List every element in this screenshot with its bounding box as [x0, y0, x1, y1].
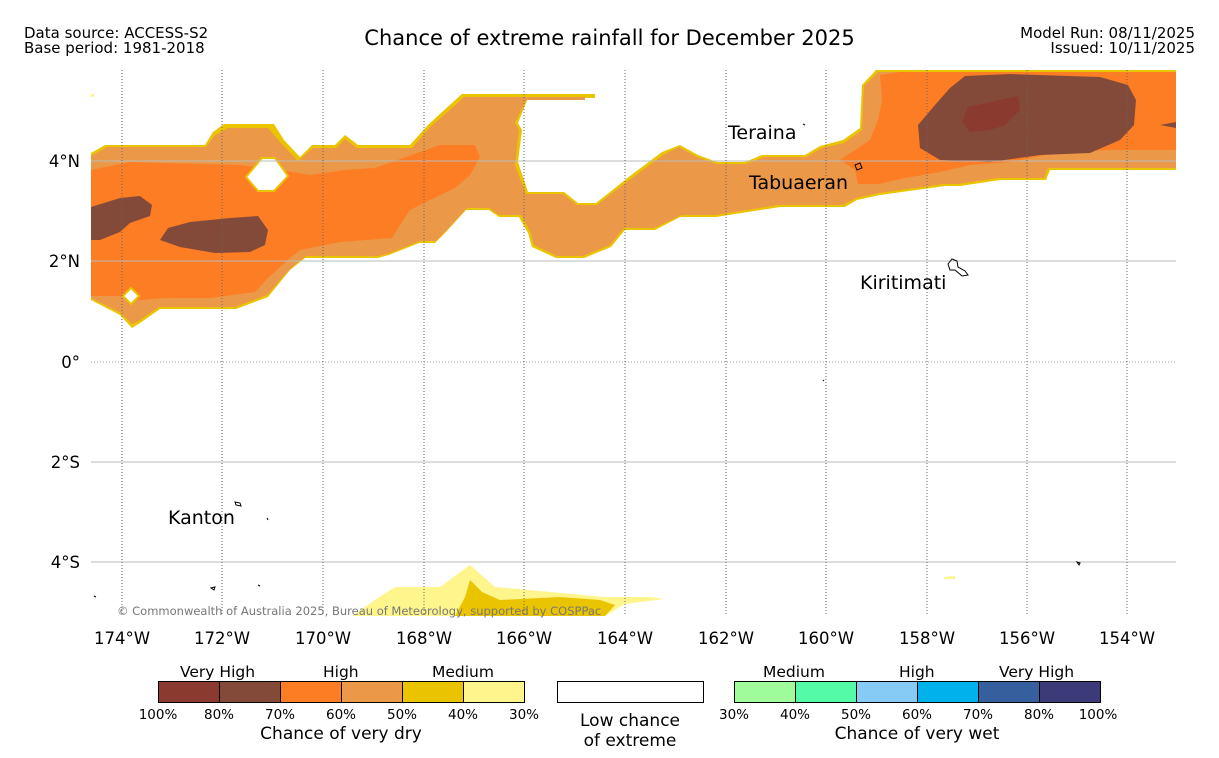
- data-source-label: Data source: ACCESS-S2: [24, 24, 209, 42]
- dry-swatch-50-60: [342, 682, 403, 702]
- chart-title: Chance of extreme rainfall for December …: [364, 26, 855, 50]
- island-outlines: [93, 123, 1081, 598]
- wet-tick-40: 40%: [779, 707, 811, 723]
- lat-label-4s: 4°S: [51, 553, 80, 572]
- dry-40-50-south: [455, 580, 615, 616]
- dry-80-100-region: [962, 96, 1020, 132]
- dry-swatch-80-100: [159, 682, 220, 702]
- low-chance-line2: of extreme: [583, 731, 677, 751]
- wet-tick-100: 100%: [1078, 707, 1118, 723]
- wet-tick-70: 70%: [962, 707, 994, 723]
- tabuaeran-island: [854, 162, 863, 171]
- longitude-gridlines: [121, 70, 1128, 616]
- wet-colorbar: [734, 681, 1101, 703]
- dry-tick-40: 40%: [447, 707, 479, 723]
- dry-tick-100: 100%: [138, 707, 178, 723]
- wet-tick-60: 60%: [901, 707, 933, 723]
- dry-tick-70: 70%: [264, 707, 296, 723]
- base-period-label: Base period: 1981-2018: [24, 39, 205, 57]
- dry-swatch-70-80: [220, 682, 281, 702]
- wet-group-high: High: [899, 663, 935, 681]
- wet-group-very-high: Very High: [999, 663, 1075, 681]
- place-label-tabuaeran: Tabuaeran: [748, 172, 848, 194]
- low-chance-line1: Low chance: [580, 711, 680, 731]
- lon-label-156w: 156°W: [999, 629, 1055, 648]
- wet-tick-50: 50%: [840, 707, 872, 723]
- dry-tick-80: 80%: [203, 707, 235, 723]
- lat-label-equator: 0°: [61, 353, 80, 372]
- dry-swatch-30-40: [464, 682, 524, 702]
- wet-tick-80: 80%: [1023, 707, 1055, 723]
- dry-70-80-region-center: [160, 216, 268, 253]
- dry-70-80-sliver: [1160, 122, 1176, 128]
- wet-swatch-40-50: [796, 682, 857, 702]
- dry-30-40-speck1: [944, 576, 955, 579]
- model-run-label: Model Run: 08/11/2025: [1020, 24, 1195, 42]
- wet-swatch-60-70: [918, 682, 979, 702]
- wet-tick-30: 30%: [718, 707, 750, 723]
- dry-tick-60: 60%: [325, 707, 357, 723]
- low-chance-label: Low chance of extreme: [557, 711, 703, 751]
- wet-swatch-70-80: [979, 682, 1040, 702]
- place-label-kanton: Kanton: [168, 507, 235, 529]
- dry-colorbar: [158, 681, 525, 703]
- lon-label-168w: 168°W: [396, 629, 452, 648]
- lon-label-162w: 162°W: [698, 629, 754, 648]
- dry-tick-30: 30%: [508, 707, 540, 723]
- low-chance-hole-west: [121, 286, 141, 306]
- wet-swatch-80-100: [1040, 682, 1100, 702]
- dry-group-high: High: [323, 663, 359, 681]
- latitude-gridlines: [91, 160, 1176, 563]
- copyright-notice: © Commonwealth of Australia 2025, Bureau…: [117, 604, 601, 618]
- lon-label-164w: 164°W: [597, 629, 653, 648]
- low-chance-swatch: [557, 681, 704, 703]
- dry-group-medium: Medium: [432, 663, 494, 681]
- lon-label-160w: 160°W: [798, 629, 854, 648]
- wet-legend-title: Chance of very wet: [834, 724, 1000, 744]
- lon-label-170w: 170°W: [295, 629, 351, 648]
- dry-30-40-speck3: [91, 94, 94, 97]
- kanton-island: [234, 501, 242, 507]
- lon-label-166w: 166°W: [496, 629, 552, 648]
- wet-swatch-30-40: [735, 682, 796, 702]
- lon-label-174w: 174°W: [94, 629, 150, 648]
- dry-40-50-speck2: [965, 616, 1055, 618]
- wet-group-medium: Medium: [763, 663, 825, 681]
- place-label-teraina: Teraina: [727, 122, 797, 144]
- lon-label-154w: 154°W: [1099, 629, 1155, 648]
- lat-label-2n: 2°N: [49, 252, 80, 271]
- issued-label: Issued: 10/11/2025: [1050, 39, 1195, 57]
- dry-swatch-60-70: [281, 682, 342, 702]
- lat-label-4n: 4°N: [49, 152, 80, 171]
- wet-swatch-50-60: [857, 682, 918, 702]
- dry-legend-title: Chance of very dry: [260, 724, 422, 744]
- place-label-kiritimati: Kiritimati: [860, 272, 946, 294]
- teraina-island: [802, 123, 806, 126]
- kiritimati-island: [947, 258, 969, 277]
- low-chance-hole-north: [244, 157, 290, 192]
- lat-label-2s: 2°S: [51, 453, 80, 472]
- dry-swatch-40-50: [403, 682, 464, 702]
- dry-group-very-high: Very High: [180, 663, 256, 681]
- lon-label-158w: 158°W: [899, 629, 955, 648]
- dry-tick-50: 50%: [386, 707, 418, 723]
- lon-label-172w: 172°W: [194, 629, 250, 648]
